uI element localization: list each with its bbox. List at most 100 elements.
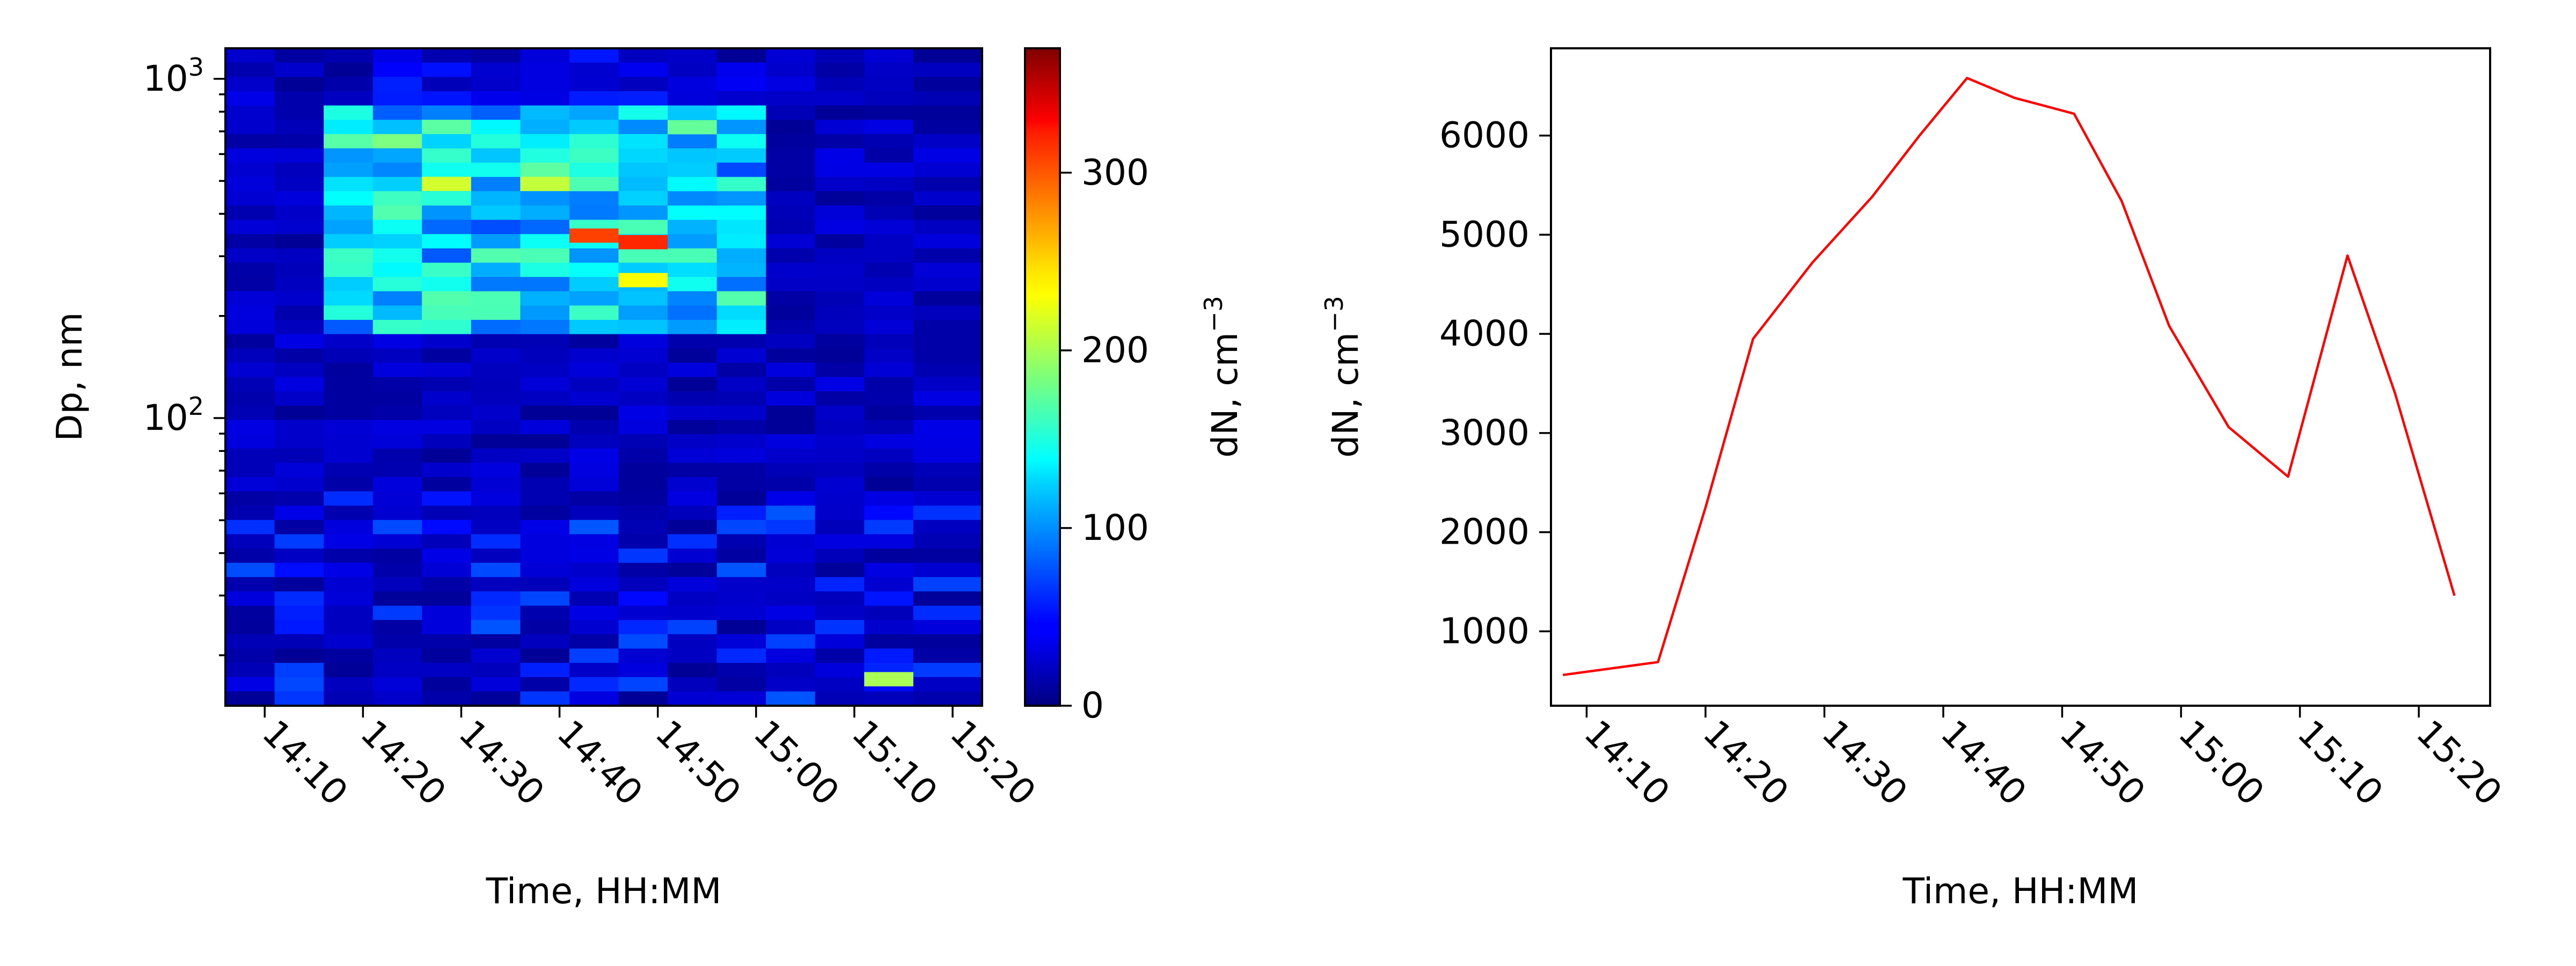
heatmap-cell xyxy=(618,648,668,663)
heatmap-cell xyxy=(815,163,865,178)
heatmap-cell xyxy=(422,434,472,449)
heatmap-cell xyxy=(864,562,914,577)
heatmap-cell xyxy=(569,62,619,77)
heatmap-cell xyxy=(372,234,422,249)
heatmap-cell xyxy=(716,677,766,692)
heatmap-cell xyxy=(668,105,718,120)
heatmap-cell xyxy=(372,691,422,706)
heatmap-cell xyxy=(274,320,324,335)
heatmap-cell xyxy=(324,362,374,378)
heatmap-cell xyxy=(471,448,521,463)
heatmap-cell xyxy=(716,305,766,320)
x-tick-label: 15:00 xyxy=(2171,712,2272,814)
heatmap-cell xyxy=(372,219,422,235)
heatmap-cell xyxy=(225,491,275,506)
heatmap-cell xyxy=(422,591,472,606)
heatmap-cell xyxy=(471,48,521,63)
heatmap-cell xyxy=(913,120,983,135)
heatmap-cell xyxy=(864,434,914,449)
heatmap-cell xyxy=(324,277,374,292)
heatmap-cell xyxy=(569,191,619,206)
heatmap-cell xyxy=(372,348,422,363)
heatmap-cell xyxy=(372,391,422,406)
heatmap-cell xyxy=(372,577,422,592)
heatmap-cell xyxy=(372,477,422,492)
heatmap-cell xyxy=(668,348,718,363)
heatmap-cell xyxy=(668,163,718,178)
heatmap-cell xyxy=(668,248,718,263)
heatmap-cell xyxy=(864,205,914,221)
heatmap-cell xyxy=(864,320,914,335)
heatmap-cell xyxy=(324,148,374,163)
colorbar-tick-label: 200 xyxy=(1081,330,1149,371)
heatmap-cell xyxy=(815,120,865,135)
heatmap-cell xyxy=(766,691,816,706)
heatmap-cell xyxy=(716,491,766,506)
heatmap-cell xyxy=(372,506,422,521)
heatmap-cell xyxy=(324,262,374,277)
heatmap-cell xyxy=(766,506,816,521)
heatmap-cell xyxy=(274,105,324,120)
heatmap-cell xyxy=(372,91,422,106)
heatmap-cell xyxy=(913,305,983,320)
heatmap-cell xyxy=(716,620,766,635)
heatmap-cell xyxy=(372,377,422,392)
heatmap-cell xyxy=(569,434,619,449)
heatmap-cell xyxy=(913,48,983,63)
heatmap-cell xyxy=(864,491,914,506)
heatmap-cell xyxy=(471,634,521,649)
colorbar-tick-label: 100 xyxy=(1081,507,1149,548)
heatmap-cell xyxy=(864,477,914,492)
heatmap-cell xyxy=(520,77,570,92)
heatmap-cell xyxy=(668,677,718,692)
heatmap-cell xyxy=(766,577,816,592)
heatmap-cell xyxy=(225,519,275,535)
heatmap-cell xyxy=(422,562,472,577)
heatmap-cell xyxy=(618,134,668,149)
heatmap-cell xyxy=(520,120,570,135)
heatmap-cell xyxy=(225,362,275,378)
heatmap-cell xyxy=(520,648,570,663)
heatmap-cell xyxy=(274,534,324,549)
heatmap-cell xyxy=(520,506,570,521)
heatmap-cell xyxy=(815,591,865,606)
heatmap-cell xyxy=(618,163,668,178)
heatmap-cell xyxy=(274,391,324,406)
heatmap-cell xyxy=(471,377,521,392)
heatmap-cell xyxy=(225,506,275,521)
heatmap-cell xyxy=(815,463,865,478)
heatmap-cell xyxy=(225,134,275,149)
heatmap-cell xyxy=(716,348,766,363)
heatmap-cell xyxy=(225,77,275,92)
heatmap-cell xyxy=(569,105,619,120)
heatmap-cell xyxy=(324,634,374,649)
heatmap-cell xyxy=(618,48,668,63)
heatmap-cell xyxy=(520,163,570,178)
heatmap-cell xyxy=(569,448,619,463)
heatmap-y-axis-label: Dp, nm xyxy=(49,312,90,442)
heatmap-cell xyxy=(225,405,275,420)
x-tick-label: 15:20 xyxy=(942,712,1044,814)
heatmap-cell xyxy=(225,205,275,221)
heatmap-cell xyxy=(422,234,472,249)
heatmap-cell xyxy=(372,463,422,478)
heatmap-cell xyxy=(716,120,766,135)
heatmap-cell xyxy=(766,463,816,478)
heatmap-cell xyxy=(618,577,668,592)
heatmap-cell xyxy=(766,48,816,63)
colorbar-label: dN, cm−3 xyxy=(1199,296,1246,458)
heatmap-cell xyxy=(274,562,324,577)
line-y-ticks: 1000 2000 3000 4000 5000 6000 xyxy=(1439,115,1551,652)
heatmap-cell xyxy=(324,377,374,392)
heatmap-cell xyxy=(864,377,914,392)
heatmap-cell xyxy=(225,391,275,406)
heatmap-cell xyxy=(815,405,865,420)
heatmap-cell xyxy=(815,534,865,549)
heatmap-cell xyxy=(471,677,521,692)
heatmap-cell xyxy=(716,534,766,549)
heatmap-cell xyxy=(225,548,275,564)
heatmap-cell xyxy=(471,248,521,263)
heatmap-cell xyxy=(668,134,718,149)
heatmap-cell xyxy=(618,320,668,335)
heatmap-cell xyxy=(815,491,865,506)
